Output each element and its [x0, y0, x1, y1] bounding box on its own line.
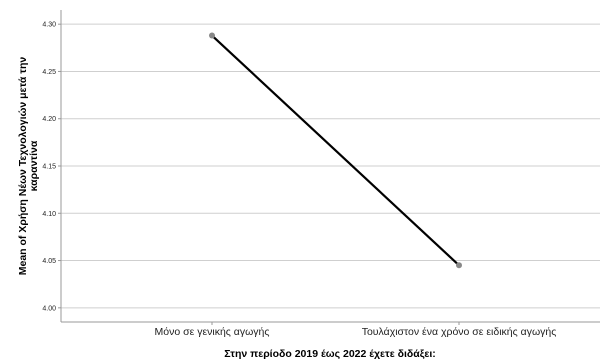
y-axis-title: Mean of Χρήση Νέων Τεχνολογιών μετά τηνκ…	[17, 57, 40, 276]
x-axis-title: Στην περίοδο 2019 έως 2022 έχετε διδάξει…	[224, 348, 436, 360]
y-tick-label: 4.10	[42, 211, 56, 218]
y-tick-labels: 4.00 4.05 4.10 4.15 4.20 4.25 4.30	[42, 22, 61, 312]
series-line	[211, 34, 460, 267]
y-tick-label: 4.25	[42, 69, 56, 76]
gridlines	[61, 23, 600, 309]
y-axis-title-line: καραντίνα	[28, 140, 40, 191]
x-tick-label: Τουλάχιστον ένα χρόνο σε ειδικής αγωγής	[362, 326, 557, 338]
x-tick-labels: Μόνο σε γενικής αγωγής Τουλάχιστον ένα χρ…	[155, 322, 557, 338]
y-tick-label: 4.00	[42, 305, 56, 312]
data-point	[209, 32, 215, 39]
y-tick-label: 4.20	[42, 116, 56, 123]
series-group	[209, 32, 462, 269]
y-tick-label: 4.05	[42, 258, 56, 265]
y-tick-label: 4.15	[42, 164, 56, 171]
x-tick-label: Μόνο σε γενικής αγωγής	[155, 326, 270, 338]
data-point	[456, 262, 462, 269]
y-axis-title-line: Mean of Χρήση Νέων Τεχνολογιών μετά την	[17, 57, 29, 276]
y-tick-label: 4.30	[42, 22, 56, 29]
